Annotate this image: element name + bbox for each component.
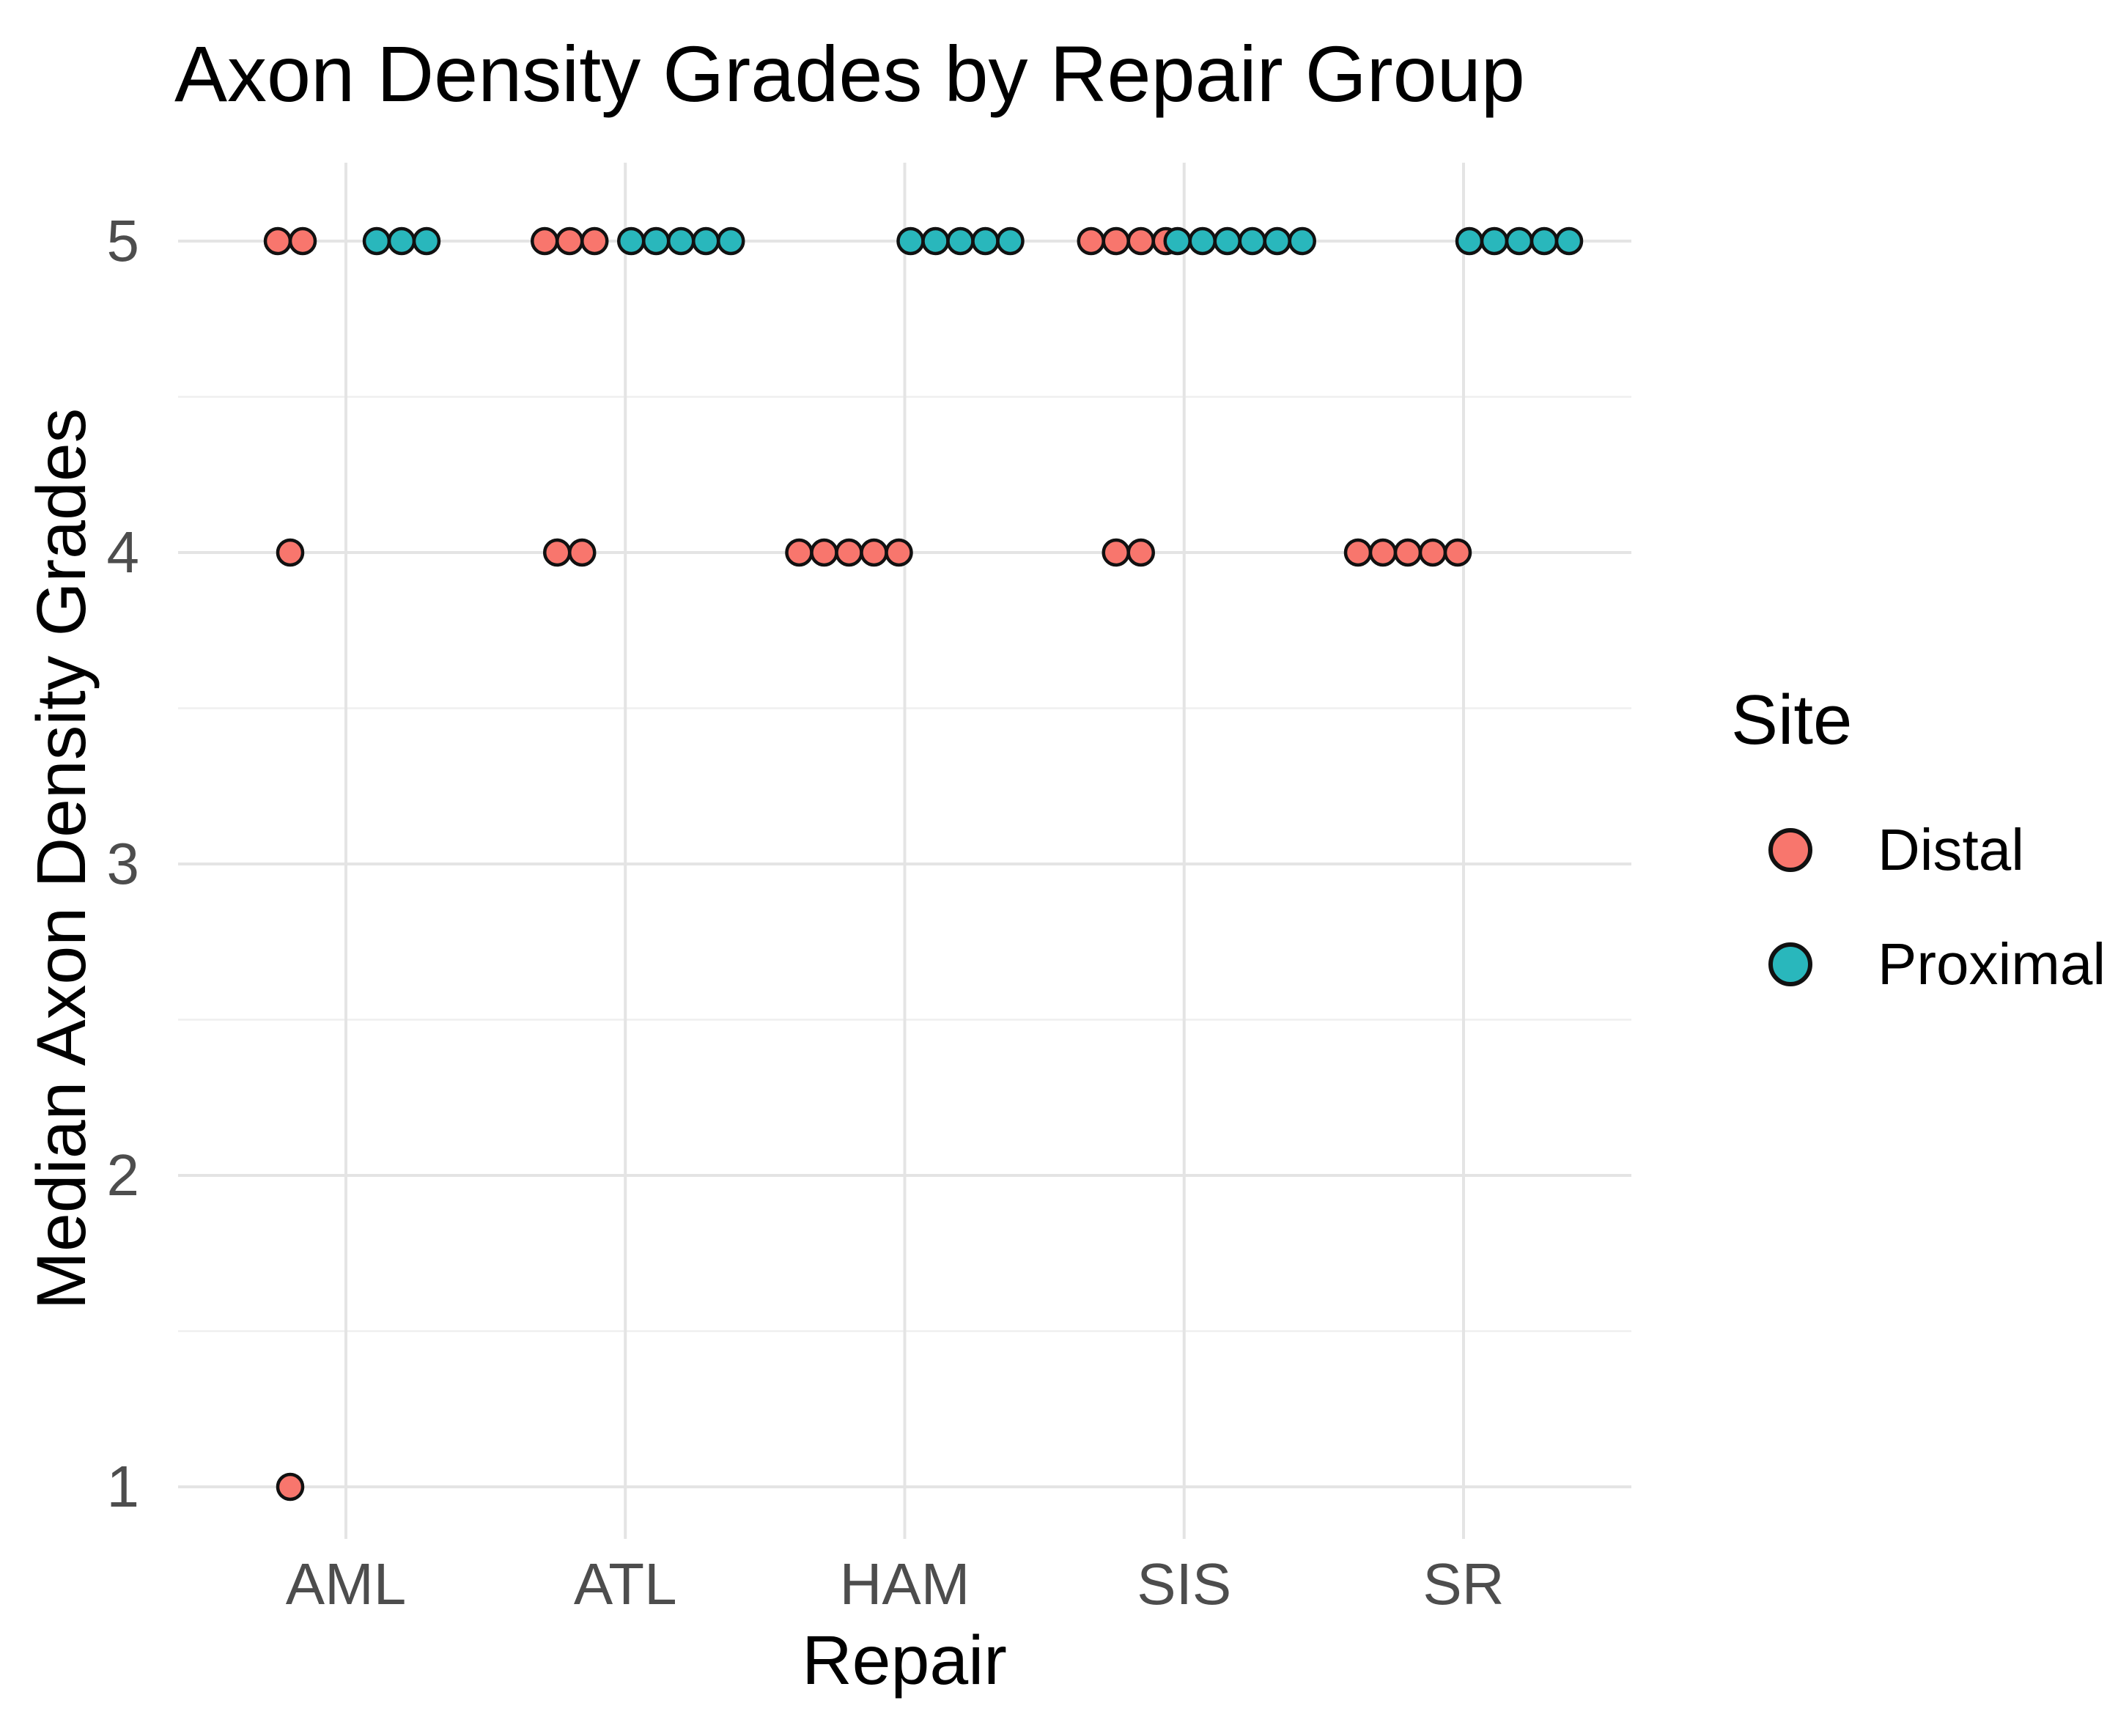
data-point-distal-atl-grade4 [543,538,572,567]
data-point-distal-sis-grade4 [1126,538,1155,567]
data-point-distal-atl-grade5 [580,226,609,256]
data-point-proximal-ham-grade5 [971,226,1000,256]
data-point-distal-sr-grade4 [1368,538,1398,567]
data-point-distal-atl-grade5 [556,226,584,256]
data-point-proximal-sis-grade5 [1263,226,1291,256]
data-point-distal-ham-grade4 [885,538,913,567]
data-point-distal-sis-grade5 [1102,226,1130,256]
x-tick-label-sr: SR [1423,1551,1505,1617]
y-tick-label-5: 5 [106,208,140,273]
data-point-proximal-sis-grade5 [1163,226,1192,256]
data-point-distal-sis-grade5 [1077,226,1105,256]
data-point-proximal-sr-grade5 [1530,226,1559,256]
data-point-proximal-sis-grade5 [1238,226,1266,256]
data-point-proximal-ham-grade5 [946,226,975,256]
data-point-distal-aml-grade4 [276,538,305,567]
data-point-proximal-sr-grade5 [1480,226,1509,256]
y-axis-title: Median Axon Density Grades [23,407,100,1310]
data-point-proximal-aml-grade5 [362,226,391,256]
data-point-proximal-sis-grade5 [1288,226,1316,256]
data-point-proximal-ham-grade5 [996,226,1025,256]
data-point-distal-sr-grade4 [1443,538,1472,567]
data-point-distal-aml-grade1 [276,1472,305,1502]
y-tick-label-1: 1 [106,1454,140,1519]
data-point-distal-sis-grade5 [1126,226,1155,256]
data-point-proximal-atl-grade5 [617,226,646,256]
data-point-distal-atl-grade4 [568,538,597,567]
data-point-proximal-ham-grade5 [896,226,925,256]
legend-title: Site [1731,681,1853,759]
data-point-proximal-atl-grade5 [667,226,695,256]
x-tick-label-sis: SIS [1137,1551,1232,1617]
data-point-distal-ham-grade4 [835,538,863,567]
x-tick-label-ham: HAM [839,1551,970,1617]
y-tick-label-4: 4 [106,520,140,585]
legend-label-proximal: Proximal [1878,931,2106,997]
legend-swatch-distal-icon [1768,828,1812,872]
data-point-distal-ham-grade4 [860,538,888,567]
data-point-distal-aml-grade5 [288,226,317,256]
data-point-proximal-aml-grade5 [412,226,441,256]
data-point-distal-sis-grade4 [1102,538,1130,567]
y-tick-label-2: 2 [106,1142,140,1208]
data-point-proximal-ham-grade5 [921,226,950,256]
data-point-proximal-sr-grade5 [1554,226,1584,256]
data-point-proximal-sr-grade5 [1505,226,1534,256]
data-point-distal-sr-grade4 [1418,538,1447,567]
data-point-proximal-aml-grade5 [387,226,416,256]
data-point-proximal-sis-grade5 [1188,226,1217,256]
chart-title: Axon Density Grades by Repair Group [174,29,1525,118]
y-tick-label-3: 3 [106,831,140,896]
data-point-proximal-sis-grade5 [1213,226,1241,256]
data-point-proximal-atl-grade5 [717,226,745,256]
data-point-proximal-atl-grade5 [642,226,671,256]
x-tick-label-atl: ATL [573,1551,677,1617]
data-point-distal-ham-grade4 [810,538,838,567]
data-point-distal-sr-grade4 [1343,538,1373,567]
x-axis-title: Repair [802,1622,1007,1699]
data-point-distal-sr-grade4 [1393,538,1423,567]
data-point-distal-aml-grade5 [263,226,292,256]
data-point-distal-atl-grade5 [531,226,559,256]
legend-label-distal: Distal [1878,817,2025,882]
data-point-proximal-atl-grade5 [692,226,720,256]
x-tick-label-aml: AML [285,1551,407,1617]
data-point-distal-ham-grade4 [785,538,813,567]
legend-swatch-proximal-icon [1768,942,1812,986]
data-point-proximal-sr-grade5 [1455,226,1484,256]
